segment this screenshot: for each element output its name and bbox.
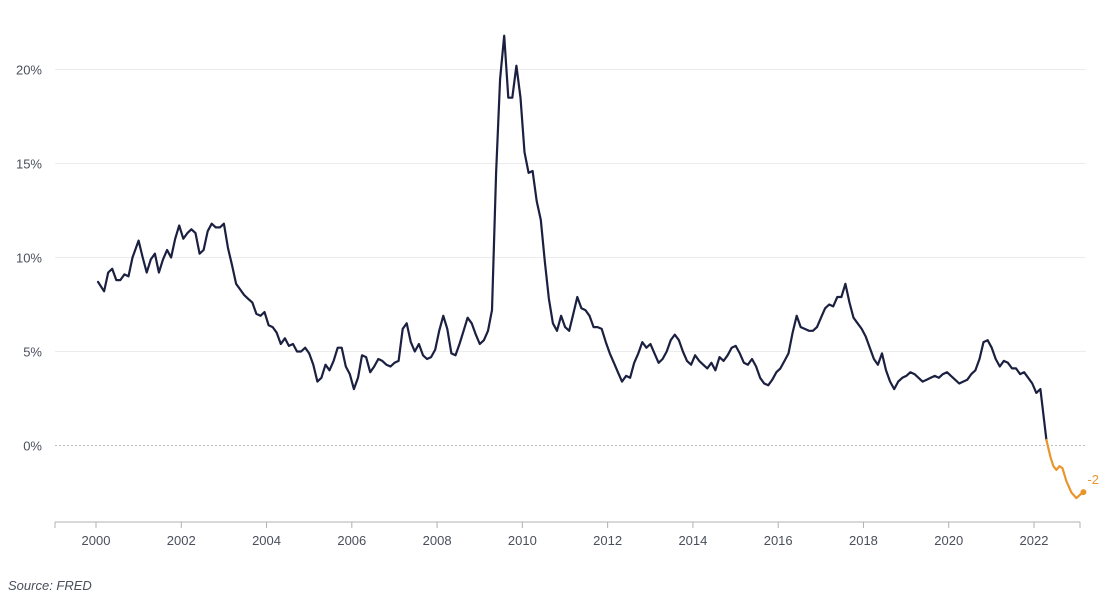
end-point-marker (1080, 489, 1087, 496)
x-tick-label: 2010 (508, 533, 537, 548)
x-tick-label: 2016 (764, 533, 793, 548)
series-line-main (96, 34, 1048, 441)
series-line-recent (1045, 438, 1085, 500)
x-tick-label: 2008 (423, 533, 452, 548)
series-lines (96, 34, 1087, 500)
x-axis-tick-labels: 2000 2002 2004 2006 2008 2010 2012 2014 2016 2018… (82, 533, 1049, 548)
x-tick-label: 2000 (82, 533, 111, 548)
y-tick-label: 0% (23, 439, 42, 454)
source-note: Source: FRED (8, 578, 92, 593)
x-tick-label: 2020 (934, 533, 963, 548)
x-tick-label: 2002 (167, 533, 196, 548)
y-tick-label: 15% (16, 157, 42, 172)
x-tick-label: 2012 (593, 533, 622, 548)
x-tick-label: 2014 (678, 533, 707, 548)
annotations: -2.48% (1087, 472, 1100, 487)
y-tick-label: 10% (16, 251, 42, 266)
y-tick-label: 20% (16, 63, 42, 78)
x-tick-label: 2006 (337, 533, 366, 548)
y-axis-tick-labels: 0% 5% 10% 15% 20% (16, 63, 42, 454)
x-tick-label: 2004 (252, 533, 281, 548)
gridlines (55, 69, 1086, 446)
x-axis (54, 521, 1081, 528)
x-tick-label: 2022 (1020, 533, 1049, 548)
x-tick-label: 2018 (849, 533, 878, 548)
y-tick-label: 5% (23, 345, 42, 360)
end-value-label: -2.48% (1087, 472, 1100, 487)
